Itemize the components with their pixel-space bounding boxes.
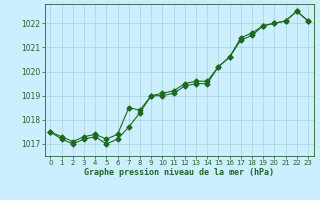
X-axis label: Graphe pression niveau de la mer (hPa): Graphe pression niveau de la mer (hPa) — [84, 168, 274, 177]
